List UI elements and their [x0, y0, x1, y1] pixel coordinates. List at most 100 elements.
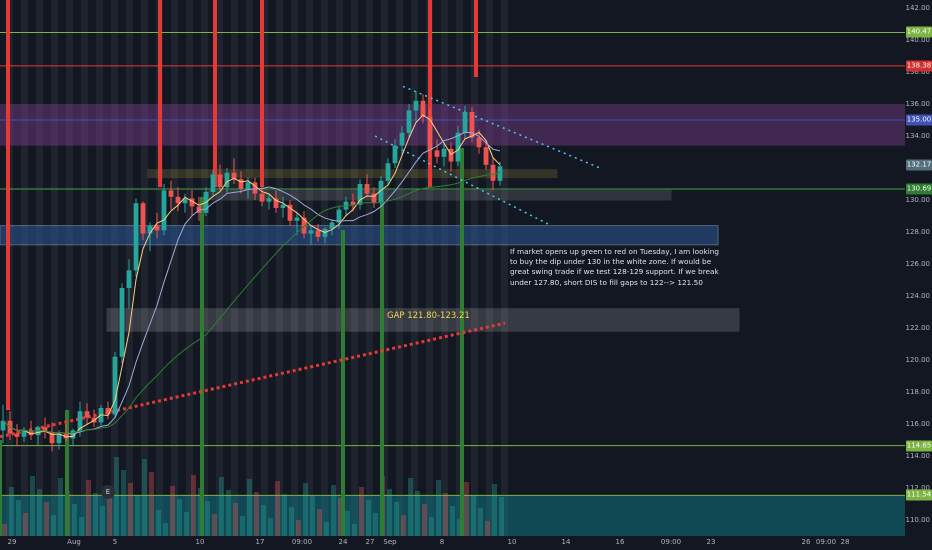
time-tick-label: 17	[255, 538, 265, 546]
candle-body	[490, 164, 496, 181]
volume-bar	[345, 511, 350, 536]
candle-body	[35, 427, 41, 436]
session-stripe	[36, 0, 43, 536]
candle-body	[245, 182, 251, 189]
volume-bar	[387, 489, 392, 536]
candle-body	[210, 174, 216, 192]
volume-bar	[443, 493, 448, 536]
candle-body	[238, 179, 244, 189]
volume-bar	[226, 490, 231, 536]
green-spike-bar	[0, 440, 2, 536]
candle-body	[175, 196, 181, 204]
price-tick-label: 122.00	[905, 324, 931, 332]
lower-channel-line	[374, 135, 549, 225]
volume-bar	[86, 480, 91, 536]
gap-label[interactable]: GAP 121.80-123.21	[387, 311, 470, 321]
candle-body	[147, 225, 153, 234]
volume-bar	[107, 494, 112, 536]
candle-body	[126, 270, 132, 288]
volume-bar	[23, 513, 28, 536]
volume-bar	[408, 478, 413, 536]
price-badge[interactable]: 140.47	[906, 26, 932, 38]
candle-body	[378, 180, 384, 204]
volume-bar	[191, 475, 196, 536]
candle-body	[182, 198, 188, 204]
candle-body	[371, 193, 377, 204]
session-stripe	[231, 0, 238, 536]
price-tick-label: 140.00	[905, 36, 931, 44]
volume-bar	[9, 487, 14, 536]
volume-bar	[177, 499, 182, 536]
price-tick-label: 128.00	[905, 228, 931, 236]
candle-body	[56, 433, 62, 444]
volume-bar	[121, 470, 126, 536]
volume-bar	[184, 512, 189, 536]
volume-bar	[352, 524, 357, 536]
resistance-zone	[0, 104, 905, 146]
volume-bar	[128, 483, 133, 536]
candle-body	[497, 166, 503, 181]
session-stripe	[291, 0, 298, 536]
session-stripe	[441, 0, 448, 536]
red-spike-bar	[260, 0, 264, 187]
price-tick-label: 118.00	[905, 388, 931, 396]
volume-bar	[261, 505, 266, 536]
time-tick-label: 24	[338, 538, 348, 546]
candle-body	[161, 190, 167, 231]
candle-body	[154, 225, 160, 231]
volume-bar	[156, 510, 161, 536]
price-tick-label: 116.00	[905, 420, 931, 428]
candle-body	[273, 198, 279, 208]
green-spike-bar	[341, 230, 345, 536]
candle-body	[140, 203, 146, 234]
price-badge[interactable]: 130.69	[906, 183, 932, 195]
price-tick-label: 114.00	[905, 452, 931, 460]
volume-bar	[436, 480, 441, 536]
time-tick-label: 09:00	[815, 538, 837, 546]
candle-body	[364, 184, 370, 194]
time-axis[interactable]: 29 Aug 5 10 17 09:00 24 27 Sep 8 10 14 16 09:00 23 26 09…	[0, 536, 905, 550]
time-tick-label: 28	[840, 538, 850, 546]
candle-body	[476, 137, 482, 148]
price-badge[interactable]: 138.38	[906, 60, 932, 72]
volume-bar	[233, 503, 238, 536]
volume-bar	[310, 496, 315, 536]
volume-bar	[338, 498, 343, 536]
price-badge[interactable]: 114.65	[906, 440, 932, 452]
session-stripe	[201, 0, 208, 536]
volume-bar	[373, 513, 378, 536]
volume-bar	[359, 487, 364, 536]
volume-bar	[37, 489, 42, 536]
price-badge[interactable]: 111.54	[906, 489, 932, 501]
support-zone	[0, 225, 719, 246]
trade-plan-note[interactable]: If market opens up green to red on Tuesd…	[510, 247, 720, 287]
session-stripe	[186, 0, 193, 536]
candle-body	[133, 203, 139, 271]
candle-body	[462, 112, 468, 133]
time-tick-label: 29	[7, 538, 17, 546]
price-tick-label: 130.00	[905, 196, 931, 204]
volume-bar	[16, 500, 21, 536]
price-tick-label: 110.00	[905, 516, 931, 524]
earnings-event-marker[interactable]: E	[101, 485, 115, 499]
price-tick-label: 142.00	[905, 4, 931, 12]
volume-bar	[485, 521, 490, 536]
time-tick-label: 14	[561, 538, 571, 546]
candle-body	[399, 132, 405, 146]
time-tick-label: 26	[801, 538, 811, 546]
candle-body	[84, 411, 90, 418]
candle-body	[231, 172, 237, 180]
candle-body	[448, 148, 454, 162]
volume-bar	[366, 500, 371, 536]
price-badge[interactable]: 135.00	[906, 114, 932, 126]
yellow-zone	[147, 169, 558, 179]
time-tick-label: 09:00	[291, 538, 313, 546]
volume-bar	[2, 524, 7, 536]
price-axis[interactable]: 142.00140.00138.00136.00134.00132.00130.…	[905, 0, 932, 536]
red-spike-bar	[474, 0, 478, 77]
candle-body	[77, 411, 83, 431]
price-badge[interactable]: 132.17	[906, 159, 932, 171]
candle-body	[42, 427, 48, 432]
